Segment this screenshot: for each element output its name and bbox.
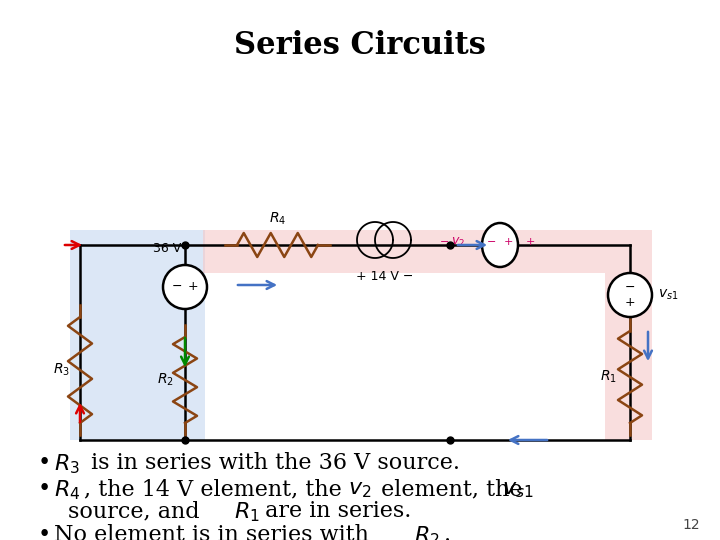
Text: is in series with the 36 V source.: is in series with the 36 V source.: [84, 452, 460, 474]
Text: +: +: [503, 237, 513, 247]
Text: 12: 12: [683, 518, 700, 532]
Text: $R_3$: $R_3$: [54, 452, 80, 476]
Text: $R_3$: $R_3$: [53, 362, 71, 378]
Text: $R_4$: $R_4$: [269, 211, 286, 227]
Text: $v_2$: $v_2$: [348, 478, 372, 500]
Circle shape: [163, 265, 207, 309]
Text: + 14 V −: + 14 V −: [356, 270, 414, 283]
Text: $v_{s1}$: $v_{s1}$: [658, 288, 678, 302]
Bar: [70, 230, 205, 440]
Text: No element is in series with: No element is in series with: [54, 524, 376, 540]
Text: +: +: [526, 237, 535, 247]
Text: Series Circuits: Series Circuits: [234, 30, 486, 61]
Ellipse shape: [482, 223, 518, 267]
Circle shape: [608, 273, 652, 317]
Text: •: •: [38, 524, 51, 540]
Text: −: −: [172, 280, 182, 293]
Text: 36 V: 36 V: [153, 242, 181, 255]
Text: +: +: [188, 280, 198, 293]
Text: $R_1$: $R_1$: [600, 369, 616, 385]
Text: −: −: [487, 237, 497, 247]
Text: .: .: [444, 524, 451, 540]
Text: are in series.: are in series.: [258, 500, 411, 522]
Bar: [203, 230, 652, 273]
Bar: [605, 273, 652, 440]
Text: •: •: [38, 452, 51, 474]
Text: •: •: [38, 478, 51, 500]
Text: , the 14 V element, the: , the 14 V element, the: [84, 478, 349, 500]
Text: +: +: [625, 296, 635, 309]
Text: source, and: source, and: [68, 500, 207, 522]
Text: element, the: element, the: [374, 478, 530, 500]
Text: $v_{s1}$: $v_{s1}$: [502, 478, 534, 500]
Text: −: −: [441, 237, 450, 247]
Text: $R_1$: $R_1$: [234, 500, 260, 524]
Text: $R_2$: $R_2$: [414, 524, 440, 540]
Text: $v_2$: $v_2$: [451, 235, 465, 248]
Text: $R_4$: $R_4$: [54, 478, 81, 502]
Text: $R_2$: $R_2$: [156, 372, 174, 388]
Text: −: −: [625, 280, 635, 294]
